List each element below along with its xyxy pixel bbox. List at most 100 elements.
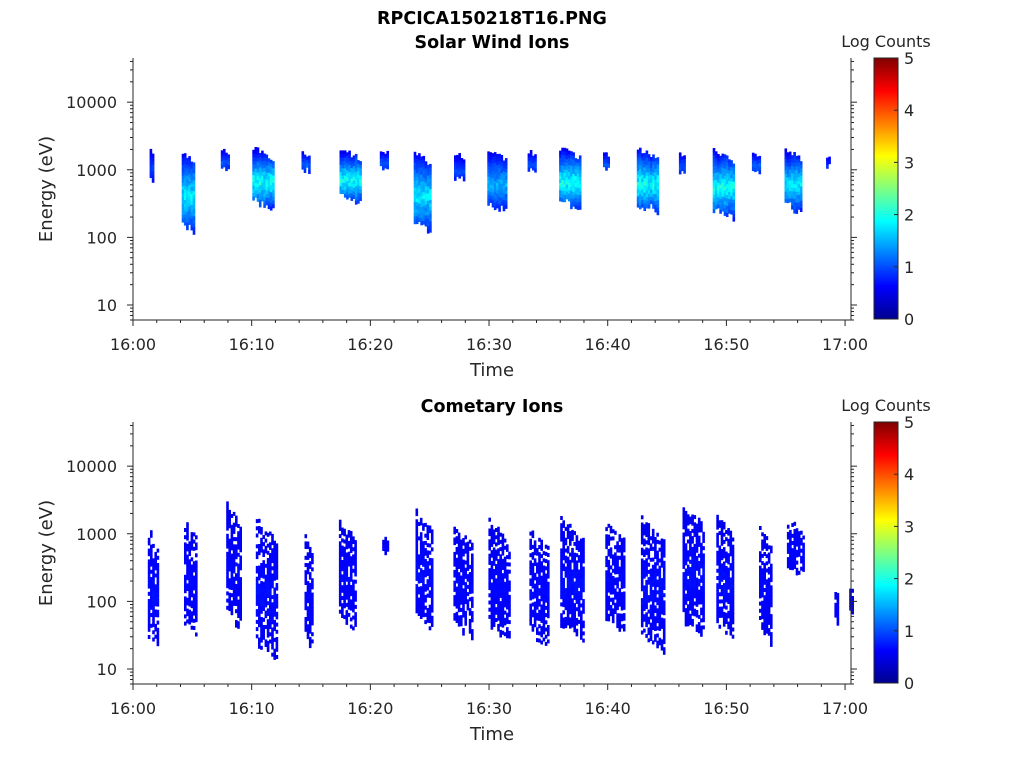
spectrogram-cell [262, 535, 265, 539]
spectrogram-cell [562, 595, 565, 600]
spectrogram-cell [192, 216, 196, 221]
spectrogram-cell [718, 520, 722, 525]
spectrogram-cell [649, 572, 653, 577]
spectrogram-cell [695, 556, 699, 560]
spectrogram-cell [424, 190, 428, 195]
spectrogram-cell [712, 205, 716, 210]
spectrogram-cell [255, 569, 259, 574]
spectrogram-cell [260, 581, 263, 585]
spectrogram-cell [354, 543, 357, 548]
spectrogram-cell [754, 164, 757, 169]
spectrogram-cell [712, 180, 716, 185]
spectrogram-cell [352, 162, 356, 167]
spectrogram-cell [797, 155, 801, 160]
spectrogram-cell [793, 155, 796, 160]
spectrogram-cell [697, 614, 701, 619]
spectrogram-cell [660, 585, 664, 590]
spectrogram-cell [693, 529, 697, 534]
spectrogram-cell [622, 541, 626, 546]
spectrogram-cell [468, 546, 472, 551]
spectrogram-cell [492, 590, 496, 595]
spectrogram-cell [343, 571, 346, 576]
spectrogram-cell [712, 209, 716, 214]
spectrogram-cell [499, 601, 502, 606]
spectrogram-cell [264, 538, 268, 543]
spectrogram-cell [192, 582, 196, 587]
spectrogram-cell [721, 189, 725, 194]
spectrogram-cell [232, 522, 236, 527]
spectrogram-cell [622, 627, 626, 632]
spectrogram-cell [230, 557, 234, 562]
spectrogram-cell [269, 632, 272, 637]
spectrogram-cell [575, 582, 579, 586]
spectrogram-cell [235, 519, 238, 524]
spectrogram-cell [643, 560, 646, 565]
spectrogram-cell [712, 158, 716, 163]
spectrogram-cell [788, 166, 792, 170]
spectrogram-cell [230, 514, 234, 518]
spectrogram-cell [422, 602, 425, 607]
spectrogram-cell [578, 202, 582, 207]
spectrogram-cell [786, 166, 790, 171]
spectrogram-cell [264, 563, 268, 568]
spectrogram-cell [266, 626, 270, 631]
spectrogram-cell [728, 209, 731, 214]
spectrogram-cell [460, 579, 463, 584]
spectrogram-cell [352, 590, 355, 595]
spectrogram-cell [195, 610, 198, 615]
spectrogram-cell [712, 155, 716, 160]
spectrogram-cell [239, 605, 242, 610]
spectrogram-cell [650, 185, 653, 190]
spectrogram-cell [501, 602, 505, 606]
spectrogram-cell [192, 532, 196, 537]
spectrogram-cell [725, 195, 729, 199]
spectrogram-cell [352, 594, 355, 598]
spectrogram-cell [720, 563, 724, 568]
spectrogram-cell [420, 160, 423, 165]
spectrogram-cell [618, 588, 622, 593]
spectrogram-cell [147, 609, 151, 614]
spectrogram-cell [301, 151, 305, 156]
spectrogram-cell [795, 528, 799, 533]
spectrogram-cell [611, 583, 615, 588]
spectrogram-cell [529, 621, 532, 626]
spectrogram-cell [269, 610, 272, 615]
spectrogram-cell [490, 614, 494, 619]
spectrogram-cell [417, 608, 421, 613]
spectrogram-cell [263, 171, 266, 176]
spectrogram-cell [660, 560, 664, 565]
spectrogram-cell [183, 192, 187, 197]
spectrogram-cell [349, 556, 353, 561]
spectrogram-cell [343, 175, 347, 180]
spectrogram-cell [542, 583, 546, 588]
spectrogram-cell [232, 511, 236, 516]
spectrogram-cell [723, 211, 727, 216]
spectrogram-cell [350, 196, 354, 201]
spectrogram-cell [697, 521, 701, 526]
spectrogram-cell [462, 574, 465, 578]
spectrogram-cell [311, 639, 314, 644]
spectrogram-cell [689, 613, 692, 618]
spectrogram-cell [269, 174, 273, 179]
spectrogram-cell [714, 162, 718, 167]
spectrogram-cell [570, 154, 573, 159]
spectrogram-cell [563, 165, 567, 170]
spectrogram-cell [660, 563, 664, 568]
spectrogram-cell [506, 544, 509, 549]
spectrogram-cell [430, 597, 434, 602]
spectrogram-cell [761, 553, 764, 558]
spectrogram-cell [151, 153, 155, 158]
spectrogram-cell [791, 169, 794, 174]
spectrogram-cell [347, 530, 351, 535]
spectrogram-cell [488, 532, 491, 537]
spectrogram-cell [607, 581, 611, 586]
spectrogram-cell [493, 202, 497, 207]
spectrogram-cell [152, 605, 155, 610]
spectrogram-cell [622, 555, 626, 560]
spectrogram-cell [716, 576, 719, 580]
spectrogram-cell [725, 198, 729, 203]
spectrogram-cell [415, 605, 419, 610]
spectrogram-cell [352, 540, 355, 544]
spectrogram-cell [797, 162, 801, 167]
spectrogram-cell [651, 539, 655, 544]
